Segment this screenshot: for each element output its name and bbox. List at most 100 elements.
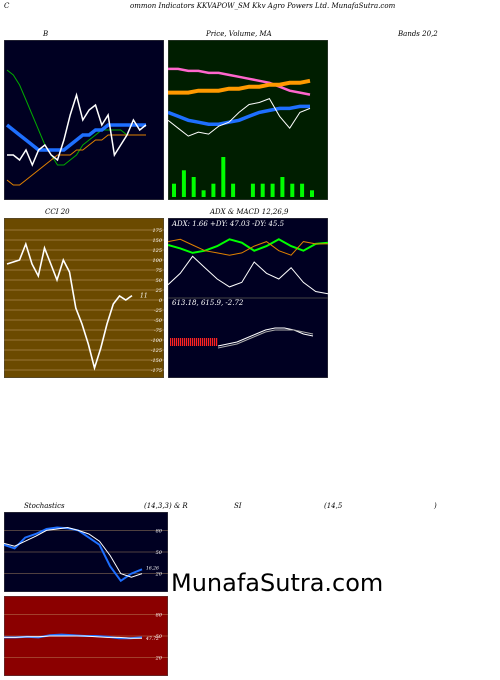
pv-ma-pink-line <box>168 67 311 96</box>
cci-tick-label: 125 <box>152 248 162 254</box>
volume-bar <box>221 157 226 197</box>
macd-histogram-bar <box>210 338 212 346</box>
cci-tick-label: 25 <box>155 288 162 294</box>
rsi-tick-label: 50 <box>156 634 163 640</box>
volume-bar <box>270 183 275 197</box>
volume-bar <box>172 183 176 197</box>
rsi-params-label: (14,5 <box>324 502 343 510</box>
rsi-value-label: 47.72 <box>145 636 159 642</box>
bands-label: Bands 20,2 <box>398 30 438 38</box>
cci-tick-label: -25 <box>154 308 162 314</box>
macd-panel <box>168 298 328 378</box>
volume-bar <box>181 170 186 197</box>
volume-bar <box>290 183 295 197</box>
cci-label: CCI 20 <box>45 208 70 216</box>
bb-upper-line <box>6 69 146 166</box>
volume-bar <box>201 190 206 197</box>
cci-tick-label: -175 <box>151 368 162 374</box>
macd-histogram-bar <box>214 338 216 346</box>
cci-value-label: 11 <box>140 293 148 300</box>
bb-price-line <box>7 92 147 167</box>
macd-histogram-bar <box>176 338 178 346</box>
macd-histogram-bar <box>194 338 196 346</box>
macd-histogram-bar <box>192 338 194 346</box>
price-volume-label: Price, Volume, MA <box>206 30 272 38</box>
header-title: ommon Indicators KKVAPOW_SM Kkv Agro Pow… <box>130 2 396 10</box>
macd-histogram-bar <box>186 338 188 346</box>
rsi-tick-label: 80 <box>156 612 163 618</box>
macd-signal-line <box>217 329 314 349</box>
rsi-panel: 80 50 20 47.72 <box>4 596 168 676</box>
adx-panel <box>168 218 328 298</box>
price-volume-panel <box>168 40 328 200</box>
volume-bar <box>280 177 285 197</box>
bollinger-label: B <box>43 30 49 38</box>
cci-tick-label: -150 <box>151 358 163 364</box>
cci-tick-label: 75 <box>156 268 162 274</box>
paren-close-label: ) <box>434 502 437 510</box>
volume-bar <box>191 177 196 197</box>
macd-macd-line <box>217 327 314 347</box>
stoch-tick-label: 50 <box>156 550 163 556</box>
cci-panel: 175 150 125 100 75 50 25 0 -25 -50 -75 -100 -125 -150… <box>4 218 164 378</box>
volume-bar <box>211 183 216 197</box>
macd-histogram-bar <box>182 338 184 346</box>
header-c: C <box>4 2 10 10</box>
cci-tick-label: -125 <box>151 348 162 354</box>
bb-lower-line <box>6 134 146 186</box>
cci-tick-label: 150 <box>152 238 162 244</box>
macd-histogram-bar <box>198 338 200 346</box>
stochastics-label: Stochastics <box>24 502 65 510</box>
macd-histogram-bar <box>172 338 174 346</box>
stoch-params-label: (14,3,3) & R <box>144 502 188 510</box>
adx-macd-label: ADX & MACD 12,26,9 <box>210 208 289 216</box>
macd-histogram-bar <box>196 338 198 346</box>
macd-histogram-bar <box>216 338 218 346</box>
macd-histogram-bar <box>202 338 204 346</box>
pv-price-line <box>168 97 311 137</box>
adx-ADX-line <box>168 255 328 295</box>
cci-tick-label: -100 <box>151 338 163 344</box>
macd-histogram-bar <box>184 338 186 346</box>
cci-tick-label: 175 <box>152 228 162 234</box>
adx--DI-line <box>168 238 328 256</box>
stoch-tick-label: 20 <box>155 572 163 578</box>
volume-bar <box>260 183 265 197</box>
volume-bar <box>250 183 255 197</box>
pv-ma-orange-line <box>168 78 311 95</box>
macd-histogram-bar <box>190 338 192 346</box>
pv-ma-blue-line <box>168 104 310 126</box>
stoch-value-label: 16,26 <box>146 565 159 571</box>
macd-histogram-bar <box>208 338 210 346</box>
cci-tick-label: 50 <box>156 278 163 284</box>
macd-histogram-bar <box>178 338 180 346</box>
cci-tick-label: -75 <box>154 328 162 334</box>
volume-bar <box>310 190 314 197</box>
bollinger-panel <box>4 40 164 200</box>
macd-histogram-bar <box>206 338 208 346</box>
bb-middle-line <box>5 123 146 152</box>
macd-values: 613.18, 615.9, -2.72 <box>172 299 244 307</box>
macd-histogram-bar <box>180 338 182 346</box>
cci-tick-label: 0 <box>159 298 163 304</box>
volume-bar <box>231 183 236 197</box>
watermark: MunafaSutra.com <box>171 569 384 597</box>
macd-histogram-bar <box>212 338 214 346</box>
macd-histogram-bar <box>200 338 202 346</box>
cci-line <box>6 241 133 371</box>
rsi-signal-line <box>4 635 142 639</box>
rsi-tick-label: 20 <box>155 656 163 662</box>
stoch-tick-label: 80 <box>156 528 163 534</box>
cci-tick-label: 100 <box>152 258 162 264</box>
stoch-%D-line <box>4 526 143 578</box>
adx-+DI-line <box>168 238 328 254</box>
cci-tick-label: -50 <box>154 318 163 324</box>
adx-values: ADX: 1.66 +DY: 47.03 -DY: 45.5 <box>172 220 285 228</box>
macd-histogram-bar <box>174 338 176 346</box>
si-label: SI <box>234 502 242 510</box>
volume-bar <box>300 183 305 197</box>
macd-histogram-bar <box>188 338 190 346</box>
macd-histogram-bar <box>204 338 206 346</box>
macd-histogram-bar <box>170 338 172 346</box>
